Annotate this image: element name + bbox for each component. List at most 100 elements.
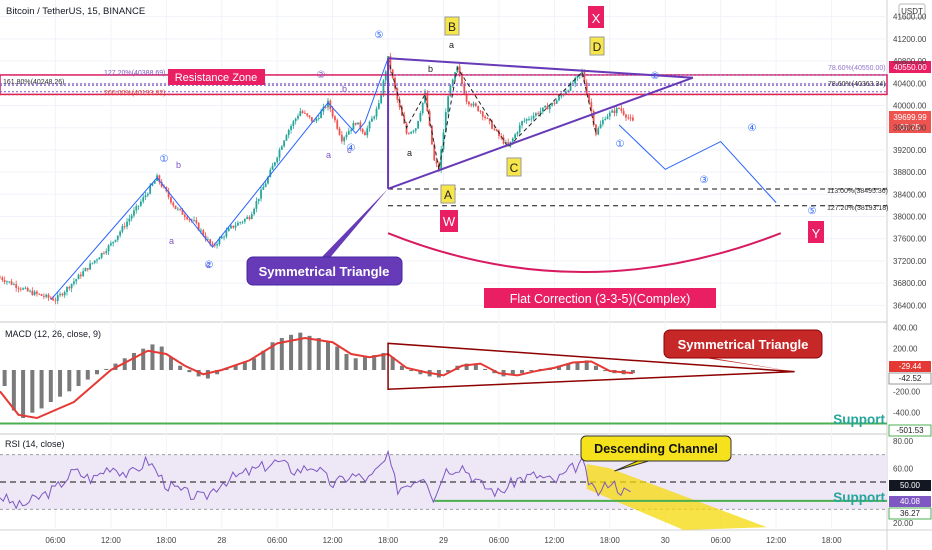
candle-body [253,208,255,215]
candle-body [308,115,311,118]
candle-body [68,287,71,289]
candle-body [167,191,170,198]
candle-body [146,193,149,196]
flat-correction-arc [387,232,782,273]
macd-histogram-bar [187,370,192,373]
candle-body [100,252,103,258]
macd-histogram-bar [104,368,109,370]
candle-body [327,100,329,108]
price-tick-label: 36400.00 [893,301,927,310]
macd-histogram-bar [233,364,238,370]
candle-body [170,197,172,203]
candle-body [73,281,75,284]
macd-tick-label: -200.00 [893,387,921,396]
candle-body [8,281,11,283]
wave-sub-b-left: b [176,160,181,170]
candle-body [375,108,378,117]
wave-line-abc [387,58,597,170]
candle-body [488,118,491,122]
candle-body [52,298,55,301]
candle-body [206,239,209,241]
wave-label-x: X [592,11,601,26]
candle-body [479,111,482,112]
time-tick-label: 06:00 [711,536,732,545]
candle-body [176,208,179,210]
wave-label-a: A [444,188,452,202]
candle-body [304,112,306,114]
fib-label-200: 200.00%(40193.82) [104,90,166,97]
macd-histogram-bar [510,370,515,376]
candle-body [454,72,456,80]
currency-badge[interactable] [898,3,926,19]
candle-body [234,225,237,228]
candle-body [347,130,350,135]
candle-body [511,138,514,142]
wave-label-c: C [510,161,519,175]
macd-histogram-bar [464,363,469,370]
candle-body [250,214,253,220]
candle-body [558,96,560,101]
fib-label-161: 161.80%(40248.26) [3,79,65,86]
candle-body [585,82,588,94]
candle-body [12,284,15,286]
wave-label-y: Y [812,226,821,241]
candle-body [223,236,225,238]
candle-body [377,103,380,109]
candle-body [370,118,373,122]
candle-body [267,177,269,184]
candle-body [103,252,105,254]
candle-body [128,218,131,222]
rsi-value-text: 40.08 [900,497,921,506]
candle-body [472,103,475,106]
candle-body [269,169,272,178]
candle-body [140,201,142,206]
candle-body [581,71,583,75]
candle-body [278,149,281,158]
wave-sub-a-mid: a [407,148,412,158]
candle-body [315,118,318,122]
macd-histogram-bar [520,370,525,374]
candle-body [622,110,625,115]
macd-histogram-bar [58,370,63,397]
price-tick-label: 39600.00 [893,124,927,133]
candle-body [350,129,353,131]
price-tick-label: 38000.00 [893,213,927,222]
candle-body [216,244,219,246]
candle-body [461,74,463,84]
candle-body [93,260,96,263]
candle-body [627,117,630,119]
candle-body [211,243,214,245]
drawing-overlays [0,57,888,530]
candle-body [465,93,468,102]
wave-circle-2-right: ② [651,71,660,82]
candle-body [153,180,156,184]
candle-body [142,197,145,202]
candle-body [227,228,230,232]
candle-body [3,280,6,283]
currency-label[interactable]: USDT [901,7,923,16]
candle-body [174,205,177,210]
candle-body [49,297,52,299]
candle-body [273,162,276,166]
resistance-price-tag-text: 40550.00 [893,63,927,72]
time-tick-label: 30 [661,536,670,545]
resistance-price-tag [889,61,931,73]
candle-body [546,105,549,110]
candle-body [528,119,530,120]
candle-body [618,108,620,109]
candle-body [613,110,616,114]
macd-histogram-bar [2,370,7,386]
candle-body [565,91,567,95]
wave-circle-1-right: ① [616,139,625,150]
candle-body [82,271,85,277]
macd-histogram-bar [529,370,534,372]
candle-body [502,137,505,144]
candle-body [491,121,493,129]
candle-body [523,120,526,122]
candle-body [137,205,140,207]
macd-support-tag [888,424,932,437]
wave-sub-c-left: c [206,260,211,270]
macd-histogram-bar [575,361,580,370]
rsi-50-tag [889,480,931,491]
